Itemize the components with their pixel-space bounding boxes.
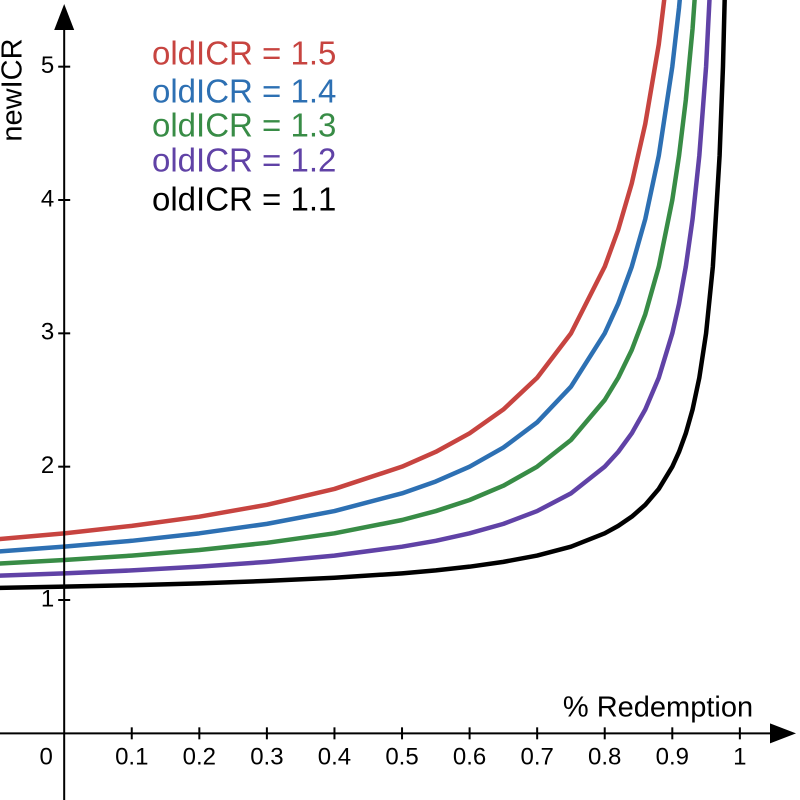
x-axis-label: % Redemption xyxy=(563,692,753,724)
series-line xyxy=(0,0,712,578)
legend-label: oldICR = 1.2 xyxy=(152,142,336,179)
x-tick-label: 0.9 xyxy=(656,744,689,771)
series-line xyxy=(0,0,682,554)
series-line xyxy=(0,0,667,542)
series-line xyxy=(0,0,727,591)
y-tick-label: 5 xyxy=(41,52,54,79)
x-tick-label: 0.6 xyxy=(453,744,486,771)
x-tick-label: 1 xyxy=(733,744,746,771)
x-tick-label: 0.7 xyxy=(520,744,553,771)
x-axis-arrow xyxy=(770,723,796,744)
plot-area xyxy=(0,0,727,591)
x-tick-label: 0.1 xyxy=(115,744,148,771)
x-tick-label: 0.4 xyxy=(318,744,351,771)
y-tick-label: 3 xyxy=(41,319,54,346)
y-axis-label: newICR xyxy=(0,38,29,141)
x-tick-label: 0 xyxy=(40,744,53,771)
legend-label: oldICR = 1.3 xyxy=(152,107,336,144)
legend-label: oldICR = 1.4 xyxy=(152,73,336,110)
x-tick-label: 0.8 xyxy=(588,744,621,771)
axes: 0 0.1 0.2 0.3 0.4 0.5 0.6 0.7 0.8 0.9 1 1 2 3 4 5 xyxy=(0,4,796,800)
x-tick-label: 0.5 xyxy=(385,744,418,771)
series-line xyxy=(0,0,697,566)
y-axis-arrow xyxy=(54,4,75,30)
x-tick-label: 0.3 xyxy=(250,744,283,771)
y-tick-label: 4 xyxy=(41,185,54,212)
y-tick-label: 1 xyxy=(41,585,54,612)
legend-label: oldICR = 1.5 xyxy=(152,35,336,72)
x-tick-label: 0.2 xyxy=(183,744,216,771)
y-tick-label: 2 xyxy=(41,452,54,479)
legend-label: oldICR = 1.1 xyxy=(152,181,336,218)
